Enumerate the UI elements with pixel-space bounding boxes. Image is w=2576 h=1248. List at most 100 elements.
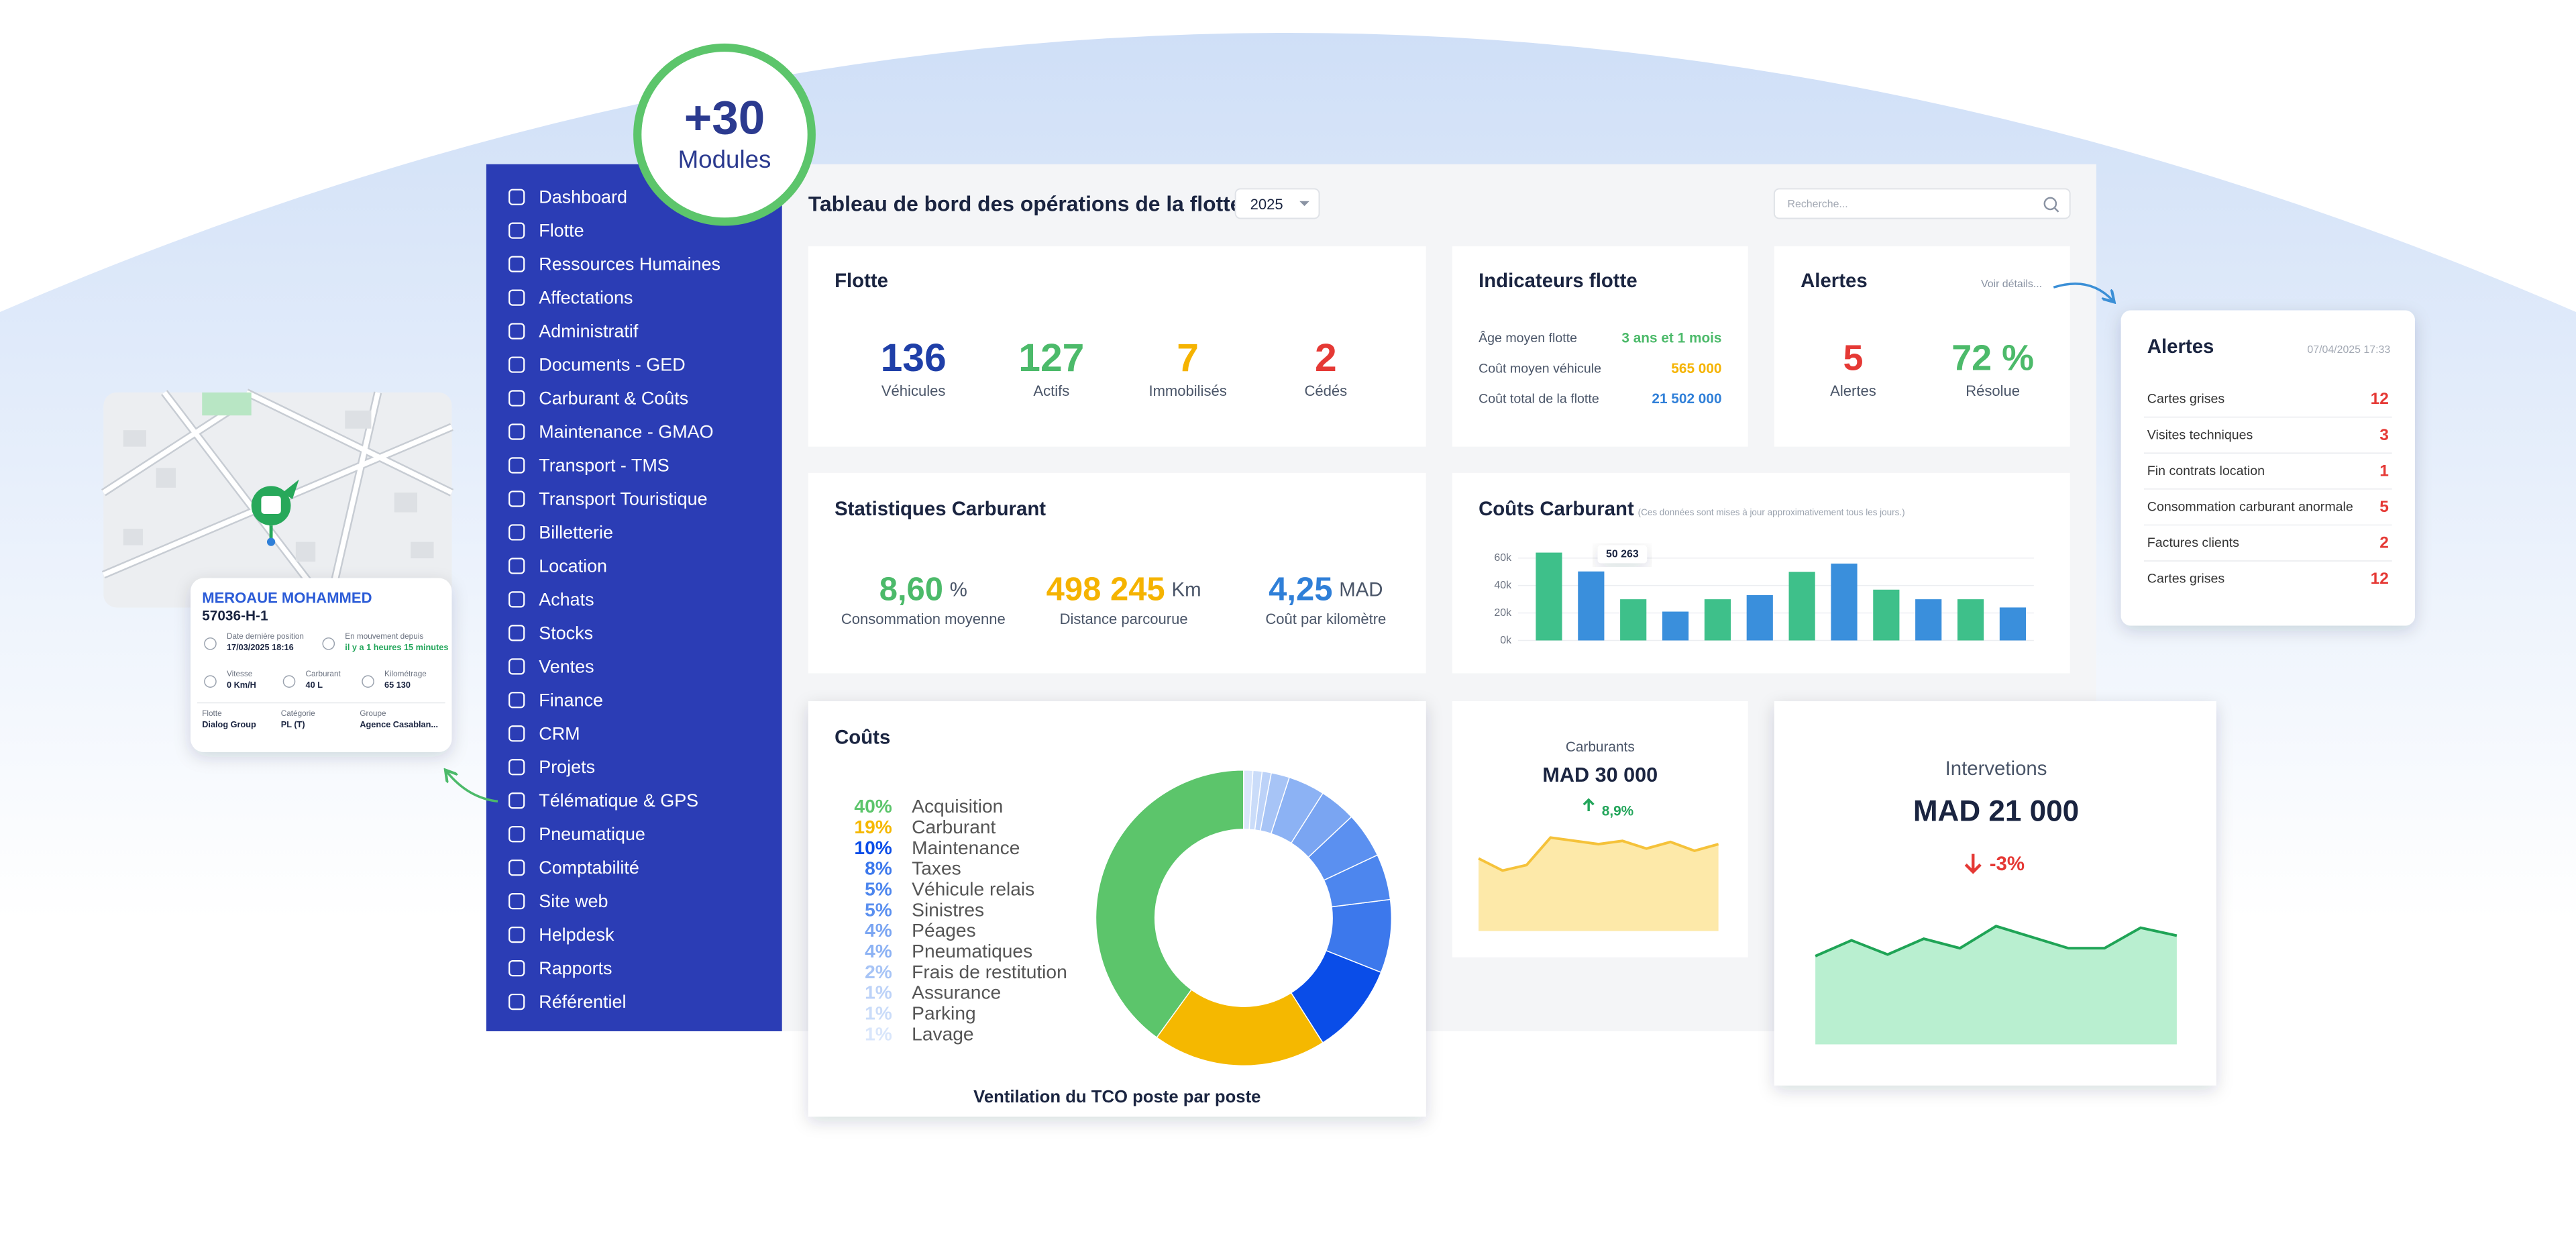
alerts-popup — [2121, 310, 2415, 626]
menu-item[interactable]: Helpdesk — [539, 925, 614, 945]
menu-item[interactable]: Projets — [539, 757, 595, 777]
menu-item[interactable]: Référentiel — [539, 992, 626, 1012]
menu-icon — [508, 423, 525, 440]
legend-label: Parking — [912, 1003, 975, 1024]
tooltip — [1597, 545, 1648, 564]
menu-icon — [508, 323, 525, 340]
menu-item[interactable]: Affectations — [539, 288, 633, 308]
card-title: Statistiques Carburant — [835, 498, 1046, 520]
menu-item[interactable]: CRM — [539, 723, 580, 743]
legend-label: Taxes — [912, 858, 961, 879]
menu-item[interactable]: Rapports — [539, 958, 612, 978]
field-value: 17/03/2025 18:16 — [227, 642, 294, 652]
bar — [1662, 611, 1689, 641]
alert-count: 1 — [2379, 462, 2389, 480]
bar — [1999, 607, 2026, 641]
pie-slice — [1156, 988, 1324, 1067]
bar — [1873, 589, 1900, 641]
search-icon — [2043, 197, 2059, 213]
menu-item[interactable]: Transport Touristique — [539, 488, 707, 509]
legend-value: 2% — [865, 961, 892, 982]
menu-icon — [508, 927, 525, 943]
menu-item[interactable]: Achats — [539, 589, 594, 609]
dropdown-caret — [1299, 201, 1309, 207]
search-placeholder[interactable]: Recherche... — [1787, 199, 1847, 210]
unit: MAD — [1339, 578, 1383, 601]
legend-label: Péages — [912, 920, 975, 941]
menu-icon — [508, 390, 525, 407]
alert-label: Factures clients — [2147, 535, 2239, 550]
menu-icon — [508, 558, 525, 574]
legend-value: 10% — [854, 837, 892, 858]
bar — [1831, 563, 1858, 641]
legend-value: 40% — [854, 796, 892, 817]
menu-icon — [508, 591, 525, 608]
stat-label: Alertes — [1830, 382, 1876, 399]
alert-label: Consommation carburant anormale — [2147, 500, 2353, 515]
menu-item[interactable]: Maintenance - GMAO — [539, 422, 713, 442]
field-label: Flotte — [202, 709, 222, 718]
legend-value: 1% — [865, 982, 892, 1003]
menu-item[interactable]: Transport - TMS — [539, 455, 669, 475]
popup-title: Alertes — [2147, 335, 2214, 358]
card-title: Coûts Carburant — [1479, 498, 1634, 520]
alert-count: 12 — [2371, 570, 2389, 588]
badge-label: Modules — [678, 146, 771, 173]
legend-value: 1% — [865, 1003, 892, 1024]
stat-value: 8,60% — [879, 572, 967, 608]
menu-item[interactable]: Billetterie — [539, 522, 613, 542]
menu-item[interactable]: Ressources Humaines — [539, 254, 720, 274]
alert-count: 2 — [2379, 534, 2389, 552]
menu-item[interactable]: Dashboard — [539, 187, 627, 207]
legend-label: Assurance — [912, 982, 1001, 1003]
stat-label: Coût par kilomètre — [1265, 611, 1386, 627]
field-label: Catégorie — [281, 709, 315, 718]
card-title: Alertes — [1801, 270, 1868, 292]
details-link[interactable]: Voir détails... — [1981, 278, 2042, 290]
year-value[interactable]: 2025 — [1250, 196, 1283, 213]
stat-value: 5 — [1843, 338, 1863, 378]
legend-value: 8% — [865, 858, 892, 879]
y-tick-label: 20k — [1494, 607, 1511, 619]
search-box[interactable] — [1773, 188, 2071, 219]
stat-label: Consommation moyenne — [841, 611, 1006, 627]
trend-value: 8,9% — [1602, 804, 1633, 819]
menu-item[interactable]: Ventes — [539, 656, 594, 676]
year-select[interactable] — [1234, 188, 1320, 219]
menu-item[interactable]: Comptabilité — [539, 857, 639, 878]
menu-item[interactable]: Documents - GED — [539, 355, 685, 375]
menu-item[interactable]: Pneumatique — [539, 824, 645, 844]
alert-count: 5 — [2379, 498, 2389, 516]
field-label: En mouvement depuis — [345, 632, 423, 641]
menu-icon — [508, 993, 525, 1010]
menu-item[interactable]: Flotte — [539, 221, 584, 241]
field-value: Dialog Group — [202, 719, 256, 729]
menu-item[interactable]: Administratif — [539, 321, 639, 342]
menu-icon — [508, 189, 525, 205]
stat-value: 4,25 MAD — [1269, 572, 1383, 608]
menu-item[interactable]: Finance — [539, 690, 603, 710]
menu-item[interactable]: Stocks — [539, 623, 593, 643]
legend-label: Maintenance — [912, 837, 1020, 858]
menu-item[interactable]: Site web — [539, 891, 608, 911]
card — [808, 246, 1426, 447]
map — [101, 388, 454, 611]
legend-label: Carburant — [912, 817, 996, 837]
data-label: 50 263 — [1606, 548, 1639, 560]
menu-icon — [508, 256, 525, 272]
field-value: 0 Km/H — [227, 680, 256, 690]
menu-icon — [508, 759, 525, 776]
field-label: Carburant — [306, 670, 341, 678]
legend-label: Pneumatiques — [912, 941, 1032, 961]
menu-icon — [508, 457, 525, 474]
menu-item[interactable]: Télématique & GPS — [539, 790, 698, 811]
popup-date: 07/04/2025 17:33 — [2307, 344, 2390, 356]
bar — [1536, 552, 1562, 641]
menu-item[interactable]: Location — [539, 556, 607, 576]
value: 498 245 — [1046, 572, 1165, 608]
area-line — [1815, 925, 2178, 957]
menu-icon — [508, 524, 525, 541]
menu-item[interactable]: Carburant & Coûts — [539, 388, 688, 409]
field-icon — [282, 675, 296, 688]
card-title: Intervetions — [1945, 758, 2047, 780]
